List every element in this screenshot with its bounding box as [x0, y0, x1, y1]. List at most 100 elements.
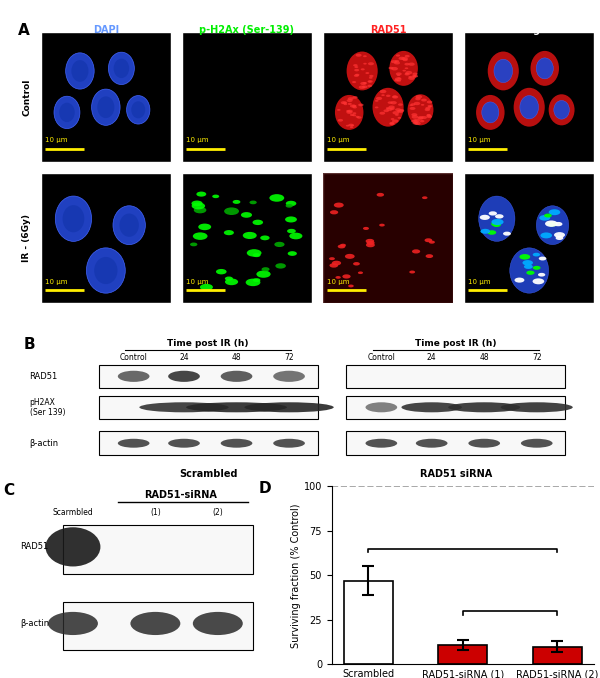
Circle shape: [375, 106, 379, 108]
Circle shape: [329, 257, 335, 260]
Circle shape: [346, 110, 350, 112]
Circle shape: [403, 58, 408, 61]
Circle shape: [343, 102, 347, 104]
Circle shape: [428, 105, 432, 107]
Circle shape: [554, 222, 562, 226]
Circle shape: [404, 55, 410, 58]
Circle shape: [350, 114, 354, 116]
Circle shape: [358, 104, 364, 106]
Ellipse shape: [113, 59, 129, 78]
Text: (2): (2): [212, 508, 223, 517]
Bar: [438, 645, 487, 664]
Ellipse shape: [554, 100, 569, 119]
Bar: [464, 32, 594, 161]
Circle shape: [334, 203, 344, 207]
Text: C: C: [3, 483, 14, 498]
Text: RAD51: RAD51: [29, 372, 58, 381]
Circle shape: [395, 60, 399, 62]
Bar: [63, 602, 253, 650]
Circle shape: [365, 239, 374, 243]
Bar: [346, 395, 565, 419]
Circle shape: [418, 116, 424, 119]
Circle shape: [356, 116, 359, 118]
Circle shape: [401, 57, 408, 60]
Ellipse shape: [347, 52, 378, 90]
Ellipse shape: [168, 371, 200, 382]
Circle shape: [363, 227, 369, 230]
Bar: [41, 32, 170, 161]
Circle shape: [245, 279, 260, 286]
Circle shape: [524, 264, 533, 269]
Text: 10 μm: 10 μm: [468, 138, 491, 144]
Text: DAPI: DAPI: [93, 25, 119, 35]
Circle shape: [330, 210, 338, 214]
Circle shape: [406, 71, 412, 75]
Text: Control: Control: [120, 353, 148, 362]
Circle shape: [377, 193, 384, 197]
Text: IR - (6Gy): IR - (6Gy): [22, 214, 31, 262]
Circle shape: [352, 96, 358, 99]
Circle shape: [352, 106, 357, 108]
Circle shape: [375, 100, 379, 102]
Ellipse shape: [54, 96, 80, 129]
Ellipse shape: [193, 612, 243, 635]
Text: Control: Control: [367, 353, 395, 362]
Circle shape: [544, 214, 552, 218]
Circle shape: [359, 85, 365, 89]
Circle shape: [405, 73, 409, 75]
Circle shape: [358, 271, 363, 274]
Circle shape: [491, 219, 503, 225]
Circle shape: [491, 222, 501, 226]
Circle shape: [421, 98, 427, 102]
Circle shape: [538, 273, 545, 277]
Ellipse shape: [119, 214, 139, 237]
Circle shape: [363, 82, 367, 84]
Circle shape: [262, 267, 269, 271]
Circle shape: [411, 119, 418, 123]
Circle shape: [353, 262, 360, 266]
Ellipse shape: [48, 612, 98, 635]
Ellipse shape: [476, 95, 505, 130]
Circle shape: [394, 79, 399, 81]
Ellipse shape: [62, 205, 85, 233]
Bar: [533, 647, 582, 664]
Circle shape: [413, 75, 418, 77]
Circle shape: [425, 107, 431, 110]
Text: 72: 72: [284, 353, 294, 362]
Circle shape: [514, 277, 524, 283]
Circle shape: [427, 114, 431, 116]
Ellipse shape: [94, 257, 118, 284]
Circle shape: [285, 216, 297, 222]
Circle shape: [193, 233, 208, 240]
Text: 10 μm: 10 μm: [45, 279, 67, 285]
Ellipse shape: [501, 402, 573, 412]
Circle shape: [388, 106, 395, 108]
Circle shape: [352, 114, 356, 117]
Circle shape: [329, 263, 338, 268]
Circle shape: [394, 62, 400, 64]
Circle shape: [191, 203, 205, 210]
Circle shape: [338, 245, 346, 248]
Circle shape: [350, 104, 356, 108]
Circle shape: [350, 125, 354, 126]
Circle shape: [412, 115, 418, 119]
Circle shape: [523, 260, 533, 266]
Ellipse shape: [273, 439, 305, 447]
Circle shape: [247, 250, 262, 257]
Circle shape: [338, 119, 343, 121]
Circle shape: [212, 195, 219, 198]
Ellipse shape: [65, 53, 94, 89]
Circle shape: [289, 233, 302, 239]
Ellipse shape: [118, 439, 149, 447]
Circle shape: [355, 74, 359, 76]
Circle shape: [409, 271, 415, 273]
Circle shape: [286, 204, 293, 207]
Circle shape: [391, 67, 398, 71]
Circle shape: [396, 73, 402, 75]
Ellipse shape: [97, 96, 115, 118]
Circle shape: [389, 107, 395, 110]
Circle shape: [383, 109, 389, 112]
Circle shape: [398, 117, 401, 119]
Circle shape: [391, 118, 394, 120]
Circle shape: [376, 97, 382, 100]
